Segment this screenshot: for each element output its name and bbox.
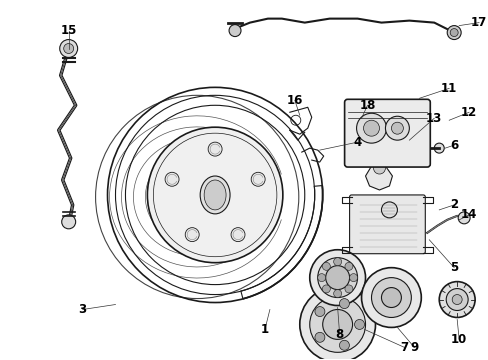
- Circle shape: [208, 142, 222, 156]
- Circle shape: [438, 282, 474, 318]
- Circle shape: [309, 297, 365, 352]
- Circle shape: [60, 40, 78, 58]
- Circle shape: [228, 24, 241, 37]
- Circle shape: [433, 143, 443, 153]
- Text: 13: 13: [425, 112, 442, 125]
- Polygon shape: [362, 140, 392, 190]
- Circle shape: [339, 298, 349, 309]
- Circle shape: [449, 28, 457, 37]
- Text: 1: 1: [260, 323, 268, 336]
- Circle shape: [373, 162, 385, 174]
- Text: 11: 11: [440, 82, 456, 95]
- Circle shape: [314, 332, 324, 342]
- Text: 8: 8: [335, 328, 343, 341]
- Circle shape: [309, 250, 365, 306]
- Circle shape: [356, 113, 386, 143]
- Text: 12: 12: [460, 106, 476, 119]
- Circle shape: [322, 285, 330, 293]
- Text: 17: 17: [470, 16, 486, 29]
- Text: 3: 3: [79, 303, 86, 316]
- Text: 6: 6: [449, 139, 457, 152]
- Circle shape: [185, 228, 199, 242]
- Circle shape: [447, 26, 460, 40]
- Circle shape: [355, 114, 363, 122]
- Text: 16: 16: [286, 94, 303, 107]
- Circle shape: [457, 212, 469, 224]
- Text: 18: 18: [359, 99, 375, 112]
- FancyBboxPatch shape: [344, 99, 429, 167]
- Circle shape: [230, 228, 244, 242]
- Text: 2: 2: [449, 198, 457, 211]
- Circle shape: [322, 310, 352, 339]
- Circle shape: [344, 262, 352, 270]
- Circle shape: [325, 266, 349, 289]
- Circle shape: [363, 120, 379, 136]
- Circle shape: [322, 262, 330, 270]
- Text: 7: 7: [400, 341, 407, 354]
- Circle shape: [371, 278, 410, 318]
- Circle shape: [385, 116, 408, 140]
- Circle shape: [317, 258, 357, 298]
- Circle shape: [333, 289, 341, 298]
- Text: 15: 15: [61, 24, 77, 37]
- Circle shape: [381, 288, 401, 307]
- Circle shape: [354, 319, 364, 329]
- Circle shape: [446, 289, 467, 310]
- Circle shape: [451, 294, 461, 305]
- Text: 9: 9: [409, 341, 418, 354]
- Text: 14: 14: [460, 208, 476, 221]
- Ellipse shape: [203, 180, 225, 210]
- Text: 4: 4: [353, 136, 361, 149]
- Circle shape: [314, 307, 324, 316]
- Circle shape: [349, 274, 357, 282]
- Circle shape: [390, 122, 403, 134]
- Circle shape: [361, 268, 421, 328]
- Circle shape: [251, 172, 264, 186]
- Circle shape: [381, 202, 397, 218]
- Text: 5: 5: [449, 261, 457, 274]
- FancyBboxPatch shape: [349, 195, 425, 254]
- Ellipse shape: [200, 176, 229, 214]
- Circle shape: [165, 172, 179, 186]
- Circle shape: [351, 110, 367, 126]
- Circle shape: [344, 285, 352, 293]
- Circle shape: [147, 127, 282, 263]
- Circle shape: [339, 340, 349, 350]
- Circle shape: [63, 44, 74, 54]
- Circle shape: [61, 215, 76, 229]
- Text: 10: 10: [450, 333, 467, 346]
- Circle shape: [317, 274, 325, 282]
- Circle shape: [299, 287, 375, 360]
- Circle shape: [333, 258, 341, 266]
